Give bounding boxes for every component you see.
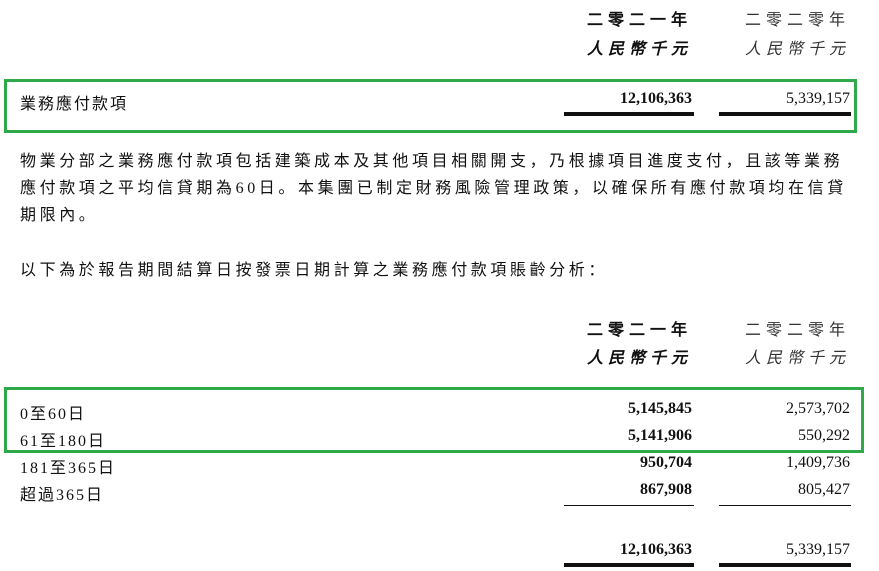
aging-current: 867,908 bbox=[640, 481, 692, 498]
payables-underline-prior bbox=[719, 112, 851, 116]
subtotal-rule-prior bbox=[719, 505, 851, 506]
header-year-prior-2: 二零二零年 bbox=[744, 322, 850, 339]
total-underline-current bbox=[564, 563, 694, 567]
header-currency-current: 人民幣千元 bbox=[586, 41, 692, 58]
aging-prior: 1,409,736 bbox=[786, 454, 850, 471]
aging-current: 5,141,906 bbox=[628, 427, 692, 444]
aging-prior: 2,573,702 bbox=[786, 400, 850, 417]
highlight-box-aging bbox=[4, 387, 864, 453]
aging-prior: 805,427 bbox=[798, 481, 850, 498]
aging-label: 61至180日 bbox=[20, 433, 107, 450]
total-current: 12,106,363 bbox=[620, 541, 692, 558]
aging-current: 950,704 bbox=[640, 454, 692, 471]
total-underline-prior bbox=[719, 563, 851, 567]
payables-label: 業務應付款項 bbox=[20, 96, 129, 113]
paragraph-aging-intro: 以下為於報告期間結算日按發票日期計算之業務應付款項賬齡分析： bbox=[20, 262, 609, 279]
subtotal-rule-current bbox=[564, 505, 694, 506]
paragraph-credit-policy: 物業分部之業務應付款項包括建築成本及其他項目相關開支，乃根據項目進度支付，且該等… bbox=[20, 153, 847, 224]
header-year-prior: 二零二零年 bbox=[744, 12, 850, 29]
aging-label: 181至365日 bbox=[20, 460, 117, 477]
header-year-current-2: 二零二一年 bbox=[586, 322, 692, 339]
header-currency-prior: 人民幣千元 bbox=[744, 41, 850, 58]
header-currency-prior-2: 人民幣千元 bbox=[744, 350, 850, 367]
aging-prior: 550,292 bbox=[798, 427, 850, 444]
aging-label: 0至60日 bbox=[20, 406, 87, 423]
highlight-box-payables bbox=[4, 79, 857, 133]
total-prior: 5,339,157 bbox=[786, 541, 850, 558]
payables-prior: 5,339,157 bbox=[786, 90, 850, 107]
aging-current: 5,145,845 bbox=[628, 400, 692, 417]
header-year-current: 二零二一年 bbox=[586, 12, 692, 29]
payables-current: 12,106,363 bbox=[620, 90, 692, 107]
header-currency-current-2: 人民幣千元 bbox=[586, 350, 692, 367]
payables-underline-current bbox=[564, 112, 694, 116]
aging-label: 超過365日 bbox=[20, 487, 105, 504]
